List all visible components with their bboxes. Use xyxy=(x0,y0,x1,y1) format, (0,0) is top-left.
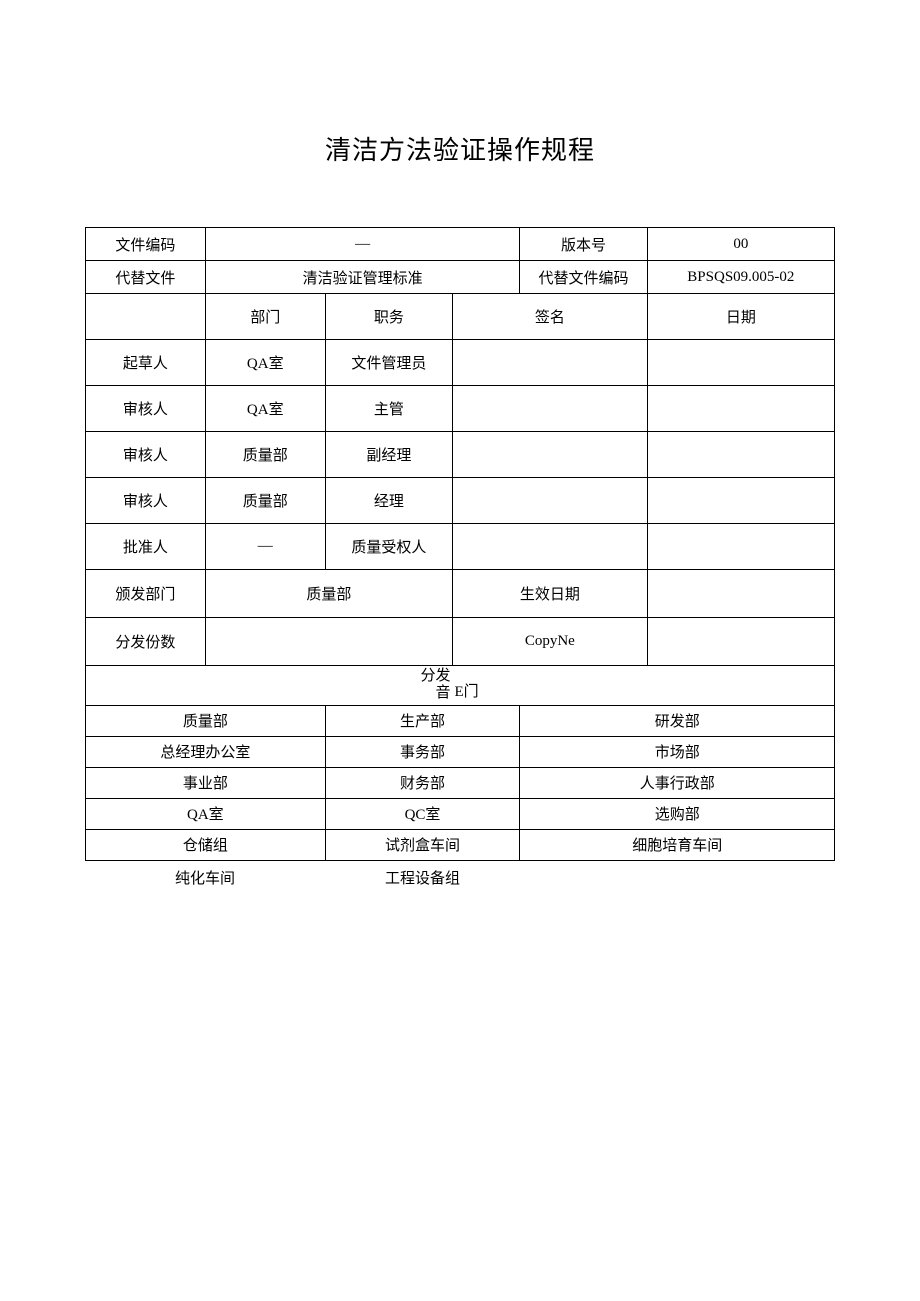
dist-cell: QA室 xyxy=(86,798,326,829)
signoff-label: 审核人 xyxy=(86,432,206,478)
document-table: 文件编码 — 版本号 00 代替文件 清洁验证管理标准 代替文件编码 BPSQS… xyxy=(85,227,835,861)
signoff-role: 经理 xyxy=(325,478,452,524)
signoff-dept: 质量部 xyxy=(205,432,325,478)
copies-label: 分发份数 xyxy=(86,618,206,666)
issue-dept-value: 质量部 xyxy=(205,570,452,618)
signoff-role: 主管 xyxy=(325,386,452,432)
replace-code-value: BPSQS09.005-02 xyxy=(647,261,834,294)
signoff-header-date: 日期 xyxy=(647,294,834,340)
signoff-sign xyxy=(452,386,647,432)
dist-cell: 研发部 xyxy=(520,705,835,736)
replace-label: 代替文件 xyxy=(86,261,206,294)
signoff-date xyxy=(647,478,834,524)
signoff-header-sign: 签名 xyxy=(452,294,647,340)
copy-ne-value xyxy=(647,618,834,666)
signoff-sign xyxy=(452,524,647,570)
signoff-date xyxy=(647,432,834,478)
bottom-table: 纯化车间 工程设备组 xyxy=(85,861,835,895)
bottom-cell: 工程设备组 xyxy=(325,861,520,895)
bottom-cell: 纯化车间 xyxy=(85,861,325,895)
dist-cell: 细胞培育车间 xyxy=(520,829,835,860)
signoff-sign xyxy=(452,478,647,524)
signoff-dept: QA室 xyxy=(205,386,325,432)
document-title: 清洁方法验证操作规程 xyxy=(85,130,835,167)
signoff-date xyxy=(647,340,834,386)
replace-code-label: 代替文件编码 xyxy=(520,261,647,294)
signoff-label: 审核人 xyxy=(86,386,206,432)
replace-value: 清洁验证管理标准 xyxy=(205,261,520,294)
signoff-header-role: 职务 xyxy=(325,294,452,340)
signoff-role: 文件管理员 xyxy=(325,340,452,386)
dist-cell: 选购部 xyxy=(520,798,835,829)
signoff-sign xyxy=(452,340,647,386)
dist-cell: 试剂盒车间 xyxy=(325,829,520,860)
dist-cell: QC室 xyxy=(325,798,520,829)
copy-ne: CopyNe xyxy=(452,618,647,666)
signoff-label: 批准人 xyxy=(86,524,206,570)
effective-label: 生效日期 xyxy=(452,570,647,618)
dist-cell: 事务部 xyxy=(325,736,520,767)
effective-value xyxy=(647,570,834,618)
bottom-cell xyxy=(520,861,835,895)
dist-header-text2b: E门 xyxy=(455,680,479,701)
file-code-label: 文件编码 xyxy=(86,228,206,261)
signoff-date xyxy=(647,386,834,432)
copies-value xyxy=(205,618,452,666)
dist-cell: 生产部 xyxy=(325,705,520,736)
signoff-header-dept: 部门 xyxy=(205,294,325,340)
signoff-role: 质量受权人 xyxy=(325,524,452,570)
file-code-value: — xyxy=(205,228,520,261)
issue-dept-label: 颁发部门 xyxy=(86,570,206,618)
version-label: 版本号 xyxy=(520,228,647,261)
dist-cell: 人事行政部 xyxy=(520,767,835,798)
dist-section-header: 分发 音 E门 xyxy=(86,666,835,706)
signoff-dept: 质量部 xyxy=(205,478,325,524)
dist-header-text2a: 音 xyxy=(86,685,451,702)
signoff-header-blank xyxy=(86,294,206,340)
dist-cell: 质量部 xyxy=(86,705,326,736)
signoff-sign xyxy=(452,432,647,478)
version-value: 00 xyxy=(647,228,834,261)
signoff-dept: QA室 xyxy=(205,340,325,386)
dist-cell: 市场部 xyxy=(520,736,835,767)
signoff-role: 副经理 xyxy=(325,432,452,478)
dist-cell: 事业部 xyxy=(86,767,326,798)
dist-header-text1: 分发 xyxy=(86,668,451,685)
signoff-label: 审核人 xyxy=(86,478,206,524)
signoff-date xyxy=(647,524,834,570)
signoff-dept: — xyxy=(205,524,325,570)
dist-cell: 财务部 xyxy=(325,767,520,798)
dist-cell: 仓储组 xyxy=(86,829,326,860)
signoff-label: 起草人 xyxy=(86,340,206,386)
dist-cell: 总经理办公室 xyxy=(86,736,326,767)
